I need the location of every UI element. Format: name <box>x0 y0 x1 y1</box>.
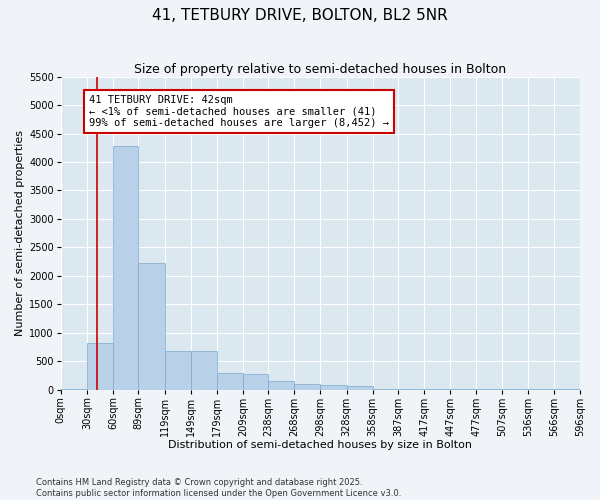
Bar <box>164 351 191 390</box>
Title: Size of property relative to semi-detached houses in Bolton: Size of property relative to semi-detach… <box>134 62 506 76</box>
Text: Contains HM Land Registry data © Crown copyright and database right 2025.
Contai: Contains HM Land Registry data © Crown c… <box>36 478 401 498</box>
Bar <box>217 373 243 390</box>
X-axis label: Distribution of semi-detached houses by size in Bolton: Distribution of semi-detached houses by … <box>169 440 472 450</box>
Bar <box>294 384 320 390</box>
Bar <box>243 374 268 390</box>
Bar <box>268 382 294 390</box>
Bar <box>320 385 347 390</box>
Bar <box>347 386 373 390</box>
Y-axis label: Number of semi-detached properties: Number of semi-detached properties <box>15 130 25 336</box>
Bar <box>139 262 164 390</box>
Bar <box>113 146 139 390</box>
Bar <box>87 343 113 390</box>
Text: 41, TETBURY DRIVE, BOLTON, BL2 5NR: 41, TETBURY DRIVE, BOLTON, BL2 5NR <box>152 8 448 22</box>
Text: 41 TETBURY DRIVE: 42sqm
← <1% of semi-detached houses are smaller (41)
99% of se: 41 TETBURY DRIVE: 42sqm ← <1% of semi-de… <box>89 95 389 128</box>
Bar <box>191 352 217 390</box>
